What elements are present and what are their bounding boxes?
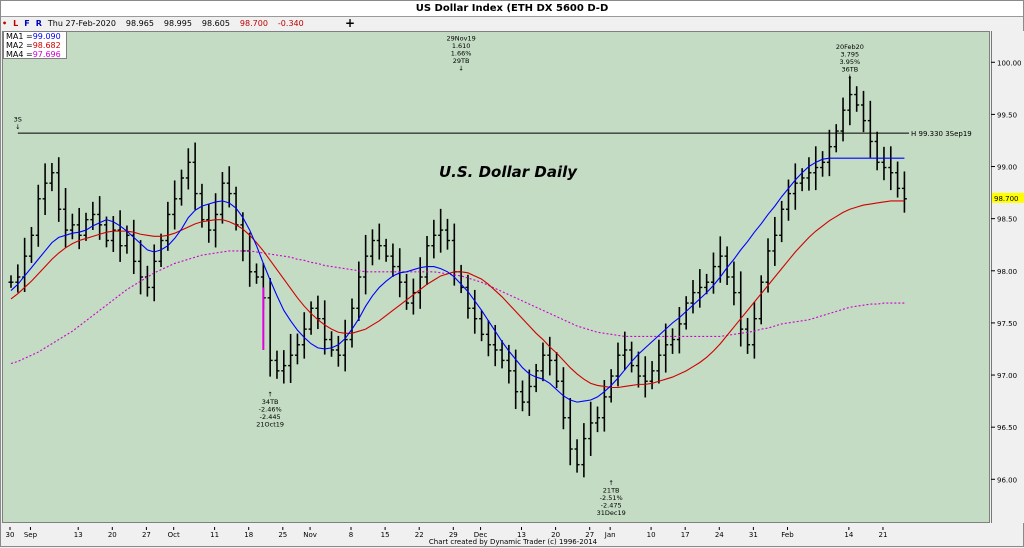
swing-annotation-line: 3.95% xyxy=(840,58,861,66)
swing-annotation-line: 29TB xyxy=(453,57,470,65)
bar-date: Thu 27-Feb-2020 xyxy=(47,19,116,28)
date-tick-label: 22 xyxy=(415,531,424,539)
date-tick-label: 13 xyxy=(517,531,526,539)
date-tick-label: 8 xyxy=(349,531,353,539)
bar-close: 98.700 xyxy=(239,19,268,28)
price-tick-label: 98.50 xyxy=(997,216,1017,224)
price-tick-label: 96.00 xyxy=(997,476,1017,484)
toolbar: • L F R Thu 27-Feb-2020 98.965 98.995 98… xyxy=(2,17,314,30)
swing-annotation-line: ↓ xyxy=(847,73,852,81)
legend-ma1-label: MA1 = xyxy=(6,32,33,41)
date-tick-label: 18 xyxy=(244,531,253,539)
toolbar-button-l[interactable]: L xyxy=(13,19,19,28)
price-tick-label: 99.50 xyxy=(997,111,1017,119)
price-tick-label: 96.50 xyxy=(997,424,1017,432)
date-tick-label: Sep xyxy=(24,531,38,539)
ma1-line xyxy=(10,157,905,403)
date-tick-label: 25 xyxy=(278,531,287,539)
legend-ma2-value: 98.682 xyxy=(32,41,61,50)
price-tick-label: 97.50 xyxy=(997,320,1017,328)
toolbar-button-f[interactable]: F xyxy=(24,19,30,28)
date-tick-label: 10 xyxy=(647,531,656,539)
bar-change: -0.340 xyxy=(277,19,304,28)
swing-annotation-line: 36TB xyxy=(842,66,859,74)
swing-annotation-line: -2.475 xyxy=(601,502,622,510)
swing-annotation-line: ↓ xyxy=(15,123,20,131)
date-tick-label: 21 xyxy=(878,531,887,539)
date-tick-label: 20 xyxy=(551,531,560,539)
swing-annotation-line: -2.51% xyxy=(600,494,623,502)
window-title: US Dollar Index (ETH DX 5600 D-D xyxy=(1,1,1023,17)
legend-ma4: MA4 =97.696 xyxy=(6,50,66,59)
ma-legend: MA1 =99.090 MA2 =98.682 MA4 =97.696 xyxy=(3,31,67,59)
date-tick-label: Feb xyxy=(781,531,794,539)
date-tick-label: 15 xyxy=(381,531,390,539)
swing-annotation-line: ↓ xyxy=(458,65,463,73)
date-tick-label: 17 xyxy=(681,531,690,539)
legend-ma1: MA1 =99.090 xyxy=(6,32,66,41)
price-tick-label: 100.00 xyxy=(997,59,1022,67)
swing-annotation-line: 1.66% xyxy=(451,50,472,58)
swing-annotation-line: 20Feb20 xyxy=(836,43,864,51)
swing-annotation-line: 31Dec19 xyxy=(597,509,626,517)
legend-ma4-value: 97.696 xyxy=(32,50,61,59)
date-tick-label: Jan xyxy=(604,531,616,539)
legend-ma2: MA2 =98.682 xyxy=(6,41,66,50)
last-price-label: 98.700 xyxy=(994,195,1019,203)
date-tick-label: Nov xyxy=(303,531,317,539)
swing-annotation-line: -2.46% xyxy=(259,405,282,413)
legend-ma1-value: 99.090 xyxy=(32,32,61,41)
price-tick-label: 97.00 xyxy=(997,372,1017,380)
dot-icon: • xyxy=(2,19,8,28)
swing-annotation-line: 3.795 xyxy=(841,51,860,59)
bar-high: 98.995 xyxy=(163,19,192,28)
swing-annotation-line: 34TB xyxy=(262,398,279,406)
price-tick-label: 99.00 xyxy=(997,164,1017,172)
plot-area[interactable]: H 99.330 3Sep19 U.S. Dollar Daily 3S ↓ 29Nov… xyxy=(2,31,990,523)
swing-annotation-line: 1.610 xyxy=(452,42,471,50)
date-tick-label: 13 xyxy=(74,531,83,539)
bar-low: 98.605 xyxy=(201,19,230,28)
date-tick-label: 29 xyxy=(449,531,458,539)
swing-annotation-line: ↑ xyxy=(267,390,272,398)
date-tick-label: 11 xyxy=(210,531,219,539)
price-axis-svg: 96.00 96.50 97.00 97.50 98.00 98.50 99.00 99.50… xyxy=(990,31,1024,523)
price-axis: 96.00 96.50 97.00 97.50 98.00 98.50 99.00 99.50… xyxy=(990,31,1024,523)
resistance-hline-label: H 99.330 3Sep19 xyxy=(911,130,972,138)
ma4-line xyxy=(10,250,905,365)
last-price-box xyxy=(992,192,1024,203)
swing-annotation-line: -2.445 xyxy=(260,413,281,421)
date-tick-label: 20 xyxy=(108,531,117,539)
toolbar-button-r[interactable]: R xyxy=(35,19,42,28)
date-tick-label: 24 xyxy=(715,531,724,539)
swing-annotation-line: ↑ xyxy=(608,479,613,487)
price-tick-label: 98.00 xyxy=(997,268,1017,276)
swing-annotation-line: 21Oct19 xyxy=(256,420,284,428)
date-tick-label: 27 xyxy=(585,531,594,539)
legend-ma4-label: MA4 = xyxy=(6,50,33,59)
legend-ma2-label: MA2 = xyxy=(6,41,33,50)
date-tick-label: Dec xyxy=(474,531,488,539)
date-tick-label: 31 xyxy=(749,531,758,539)
bar-open: 98.965 xyxy=(125,19,154,28)
date-tick-label: Oct xyxy=(168,531,180,539)
swing-annotation-line: 29Nov19 xyxy=(447,35,476,43)
ma2-line xyxy=(10,200,905,389)
date-tick-label: 14 xyxy=(844,531,853,539)
chart-title: U.S. Dollar Daily xyxy=(439,163,578,181)
date-axis: 30 Sep 13 20 27 Oct 11 18 25 Nov 8 15 22 29 Dec 13 20 27 J… xyxy=(2,524,990,539)
date-axis-svg: 30 Sep 13 20 27 Oct 11 18 25 Nov 8 15 22 29 Dec 13 20 27 J… xyxy=(6,527,887,539)
crosshair-plus-icon[interactable]: + xyxy=(345,16,356,30)
swing-annotation-line: 3S xyxy=(14,116,22,124)
date-tick-label: 27 xyxy=(142,531,151,539)
date-tick-label: 30 xyxy=(6,531,15,539)
swing-annotation-line: 21TB xyxy=(603,487,620,495)
footer-credit: Chart created by Dynamic Trader (c) 1996… xyxy=(428,538,598,546)
